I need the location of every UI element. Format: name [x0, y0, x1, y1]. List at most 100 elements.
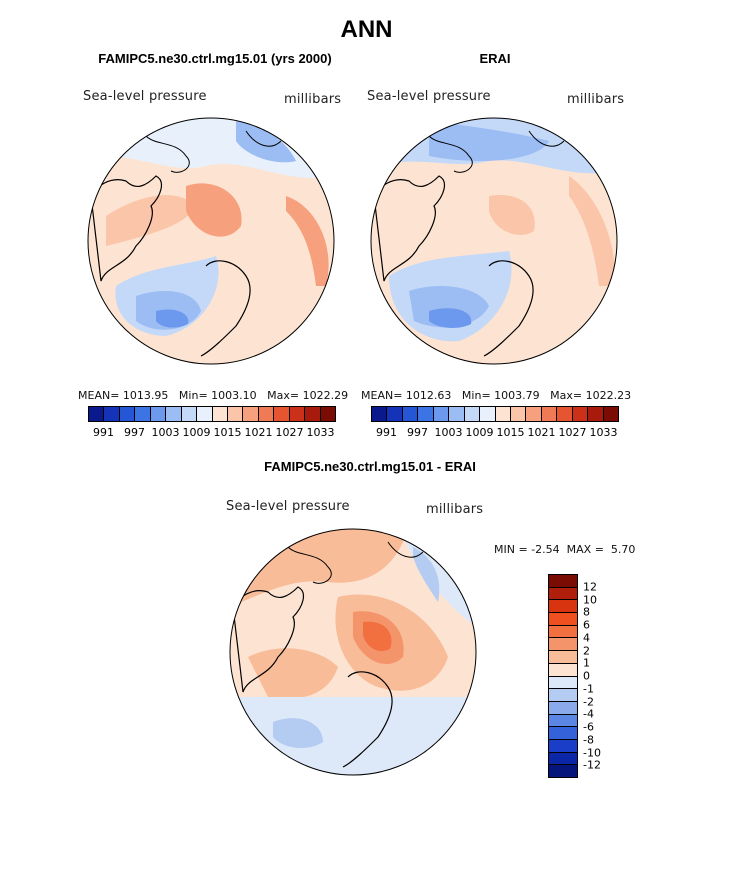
colorbar-tick-label: 1027 [558, 426, 587, 439]
colorbar-tick-label: 997 [124, 426, 145, 439]
coastline-north [287, 541, 424, 584]
map-border [370, 117, 618, 365]
obs-stats: MEAN= 1012.63 Min= 1003.79 Max= 1022.23 [361, 389, 632, 402]
colorbar-swatch [549, 689, 577, 702]
colorbar-swatch [243, 407, 259, 421]
colorbar-tick-label: 6 [583, 618, 590, 632]
obs-variable-label: Sea-level pressure [367, 89, 491, 104]
colorbar-swatch [549, 651, 577, 664]
colorbar-swatch [320, 407, 335, 421]
contour-mid-blue-ne [413, 547, 440, 602]
colorbar-tick-label: 1 [583, 656, 590, 670]
contour-mid-red [186, 183, 242, 237]
colorbar-swatch [387, 407, 403, 421]
colorbar-swatch [181, 407, 198, 421]
colorbar-tick-label: 1015 [213, 426, 242, 439]
colorbar-tick-label: -6 [583, 720, 594, 734]
model-stats: MEAN= 1013.95 Min= 1003.10 Max= 1022.29 [78, 389, 349, 402]
colorbar-tick-label: 1003 [434, 426, 463, 439]
colorbar-swatch [449, 407, 465, 421]
map-border [87, 117, 335, 365]
obs-units-label: millibars [567, 92, 625, 107]
coastline-north [145, 130, 282, 173]
model-panel-title: FAMIPC5.ne30.ctrl.mg15.01 (yrs 2000) [98, 51, 332, 66]
model-variable-label: Sea-level pressure [83, 89, 207, 104]
contour-light-blue-south [230, 697, 476, 775]
colorbar-tick-label: -8 [583, 733, 594, 747]
colorbar-swatch [480, 407, 496, 421]
contour-light-red [489, 195, 535, 235]
colorbar-tick-label: 1033 [306, 426, 335, 439]
map-border [229, 528, 477, 776]
contour-mid-blue [236, 121, 296, 163]
colorbar-swatch [464, 407, 481, 421]
colorbar-swatch [549, 765, 577, 777]
colorbar-swatch [197, 407, 213, 421]
colorbar-swatch [549, 752, 577, 766]
colorbar-swatch [549, 613, 577, 626]
colorbar-swatch [572, 407, 589, 421]
diff-panel-title: FAMIPC5.ne30.ctrl.mg15.01 - ERAI [264, 459, 476, 474]
colorbar-swatch [549, 739, 577, 753]
colorbar-swatch [89, 407, 105, 421]
colorbar-tick-label: 991 [376, 426, 397, 439]
colorbar-tick-label: -4 [583, 707, 594, 721]
colorbar-swatch [104, 407, 120, 421]
colorbar-tick-label: -1 [583, 682, 594, 696]
colorbar-tick-label: 8 [583, 605, 590, 619]
colorbar-tick-label: 1027 [275, 426, 304, 439]
coastline [90, 175, 251, 357]
obs-colorbar [371, 406, 619, 422]
colorbar-swatch [289, 407, 306, 421]
figure-title: ANN [340, 16, 393, 43]
colorbar-swatch [135, 407, 151, 421]
colorbar-tick-label: 10 [583, 593, 597, 606]
colorbar-swatch [166, 407, 182, 421]
colorbar-tick-label: 12 [583, 580, 597, 594]
colorbar-swatch [603, 407, 618, 421]
diff-colorbar-ticks: 12 10 8 6 4 2 1 0 -1 -2 -4 -6 -8 -10 -12 [583, 574, 623, 778]
colorbar-swatch [549, 701, 577, 715]
colorbar-tick-label: 991 [93, 426, 114, 439]
colorbar-swatch [150, 407, 167, 421]
model-units-label: millibars [284, 92, 342, 107]
colorbar-swatch [588, 407, 604, 421]
colorbar-swatch [549, 587, 577, 601]
colorbar-swatch [549, 714, 577, 728]
colorbar-tick-label: 1021 [244, 426, 273, 439]
colorbar-swatch [212, 407, 228, 421]
colorbar-tick-label: -2 [583, 695, 594, 708]
contour-deep-blue-south [429, 308, 472, 328]
obs-colorbar-ticks: 991 997 1003 1009 1015 1021 1027 1033 [371, 426, 619, 440]
colorbar-swatch [433, 407, 450, 421]
contour-mid-blue-south [273, 718, 323, 749]
colorbar-tick-label: 0 [583, 669, 590, 683]
colorbar-swatch [549, 663, 577, 677]
colorbar-swatch [402, 407, 419, 421]
contour-mid-blue [429, 121, 549, 161]
contour-deep-red-center [363, 621, 392, 652]
contour-mid-red-east [286, 196, 329, 286]
colorbar-swatch [305, 407, 321, 421]
colorbar-swatch [541, 407, 558, 421]
colorbar-tick-label: 1021 [527, 426, 556, 439]
colorbar-tick-label: 1009 [182, 426, 211, 439]
colorbar-tick-label: 1009 [465, 426, 494, 439]
colorbar-swatch [549, 575, 577, 588]
model-colorbar-ticks: 991 997 1003 1009 1015 1021 1027 1033 [88, 426, 336, 440]
colorbar-tick-label: 4 [583, 631, 590, 645]
contour-light-red-west [248, 648, 338, 699]
diff-stats: MIN = -2.54 MAX = 5.70 [494, 543, 636, 556]
diff-polar-map [229, 528, 477, 776]
model-polar-map [87, 117, 335, 365]
coastline-north [428, 130, 565, 173]
obs-polar-map [370, 117, 618, 365]
colorbar-swatch [227, 407, 244, 421]
diff-units-label: millibars [426, 502, 484, 517]
diff-colorbar [548, 574, 578, 778]
colorbar-swatch [549, 676, 577, 690]
diff-variable-label: Sea-level pressure [226, 499, 350, 514]
colorbar-tick-label: 1033 [589, 426, 618, 439]
contour-deep-blue-south [156, 309, 189, 328]
colorbar-swatch [549, 600, 577, 614]
